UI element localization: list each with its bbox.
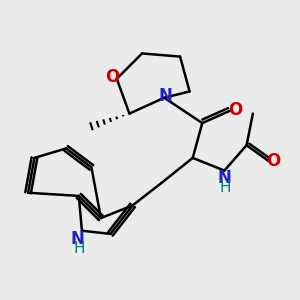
Text: N: N bbox=[218, 169, 231, 187]
Text: O: O bbox=[105, 68, 119, 86]
Text: N: N bbox=[70, 230, 84, 247]
Text: N: N bbox=[159, 87, 173, 105]
Text: O: O bbox=[228, 101, 243, 119]
Text: O: O bbox=[266, 152, 280, 170]
Text: H: H bbox=[219, 179, 231, 194]
Text: H: H bbox=[73, 241, 85, 256]
